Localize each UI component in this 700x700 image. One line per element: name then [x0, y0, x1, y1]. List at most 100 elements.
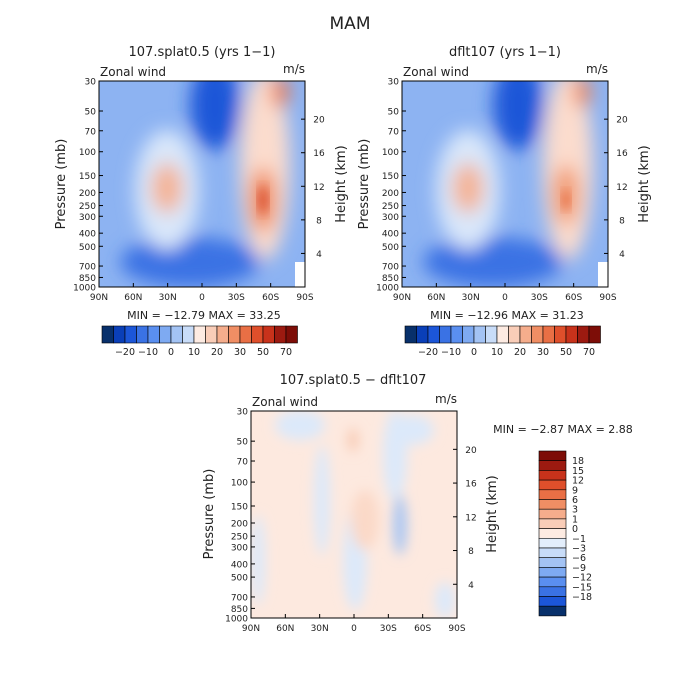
y-tick-label: 1000 — [376, 284, 399, 294]
colorbar-swatch — [262, 325, 275, 344]
colorbar-swatch — [538, 596, 567, 607]
contour-field — [99, 81, 305, 287]
y-axis-label: Pressure (mb) — [202, 469, 217, 560]
panel-difference: 107.splat0.5 − dflt107 Zonal wind m/s 30… — [202, 373, 633, 634]
y-tick-label: 30 — [388, 78, 400, 88]
x-tick-label: 30N — [159, 293, 177, 303]
x-tick-label: 90S — [599, 293, 616, 303]
y-tick-label: 850 — [79, 274, 96, 284]
jet-max — [258, 186, 268, 214]
colorbar-swatch — [538, 470, 567, 481]
colorbar-swatch — [538, 479, 567, 491]
colorbar-swatch — [416, 325, 429, 344]
variable-label: Zonal wind — [252, 395, 318, 409]
colorbar-swatch — [508, 325, 521, 344]
colorbar-swatch — [577, 325, 590, 344]
height-axis-label: Height (km) — [334, 145, 349, 222]
y-tick-label: 700 — [231, 593, 248, 603]
easterly-core — [190, 81, 240, 150]
height-tick-label: 16 — [313, 149, 325, 159]
y-tick-label: 250 — [231, 533, 248, 543]
colorbar-swatch — [538, 576, 567, 588]
colorbar-label: 6 — [572, 495, 578, 506]
x-tick-label: 60N — [124, 293, 142, 303]
missing-data-corner — [598, 262, 608, 287]
x-tick-label: 60N — [427, 293, 445, 303]
height-tick-label: 4 — [468, 581, 474, 591]
contour-field — [402, 81, 608, 287]
height-tick-label: 4 — [619, 250, 625, 260]
colorbar-label: 10 — [491, 347, 503, 358]
colorbar-swatch — [538, 499, 567, 510]
colorbar-label: −10 — [138, 347, 158, 358]
colorbar-swatch — [251, 325, 264, 344]
pos-core-2 — [351, 490, 379, 550]
y-tick-label: 200 — [231, 519, 248, 529]
units-label: m/s — [586, 62, 608, 76]
x-tick-label: 30S — [380, 624, 397, 634]
neg-strip-6 — [390, 415, 434, 445]
s-top — [271, 81, 289, 108]
colorbar-label: −10 — [441, 347, 461, 358]
y-tick-label: 30 — [237, 408, 249, 418]
neg-strip-7 — [435, 582, 455, 618]
y-tick-label: 200 — [79, 189, 96, 199]
y-tick-label: 100 — [79, 148, 96, 158]
variable-label: Zonal wind — [100, 65, 166, 79]
min-max-stats: MIN = −2.87 MAX = 2.88 — [493, 423, 633, 436]
min-max-stats: MIN = −12.79 MAX = 33.25 — [127, 309, 281, 322]
colorbar-swatch — [538, 567, 567, 578]
y-tick-label: 700 — [382, 263, 399, 273]
colorbar-label: −20 — [115, 347, 135, 358]
y-tick-label: 500 — [231, 574, 248, 584]
colorbar-label: 50 — [560, 347, 572, 358]
height-axis-label: Height (km) — [637, 145, 652, 222]
colorbar-swatch — [542, 325, 555, 344]
panel-default: dflt107 (yrs 1−1) Zonal wind m/s 30 50 70 1… — [357, 45, 652, 358]
y-tick-label: 500 — [382, 243, 399, 253]
neg-strip-3 — [314, 445, 330, 555]
colorbar-label: 30 — [234, 347, 246, 358]
colorbar-swatch — [565, 325, 578, 344]
x-tick-label: 0 — [351, 624, 357, 634]
jet-max — [562, 190, 570, 210]
colorbar-swatch — [538, 605, 567, 617]
colorbar-swatch — [404, 325, 417, 344]
x-tick-label: 60S — [262, 293, 279, 303]
height-tick-label: 12 — [465, 513, 476, 523]
y-tick-label: 700 — [79, 263, 96, 273]
colorbar-swatch — [538, 537, 567, 549]
colorbar-label: 20 — [514, 347, 526, 358]
y-tick-label: 70 — [85, 127, 97, 137]
colorbar-swatch — [538, 528, 567, 539]
height-tick-label: 20 — [616, 116, 628, 126]
colorbar-swatch — [182, 325, 195, 344]
height-ticks: 20 16 12 8 4 — [453, 446, 477, 591]
x-tick-label: 30N — [311, 624, 329, 634]
x-tick-label: 30S — [531, 293, 548, 303]
y-tick-label: 30 — [85, 78, 97, 88]
colorbar-label: 20 — [211, 347, 223, 358]
panel-title: 107.splat0.5 − dflt107 — [280, 373, 427, 388]
colorbar-swatch — [554, 325, 567, 344]
colorbar-label: −3 — [572, 544, 586, 555]
y-tick-label: 250 — [79, 202, 96, 212]
y-tick-label: 50 — [85, 108, 97, 118]
min-max-stats: MIN = −12.96 MAX = 31.23 — [430, 309, 584, 322]
panel-control: 107.splat0.5 (yrs 1−1) Zonal wind m/s 30… — [54, 45, 349, 358]
y-tick-label: 1000 — [73, 284, 96, 294]
lower-trough — [423, 237, 563, 287]
colorbar-swatch — [285, 325, 298, 344]
height-tick-label: 16 — [616, 149, 628, 159]
x-tick-label: 90S — [448, 624, 465, 634]
colorbar-swatch — [205, 325, 218, 344]
colorbar-label: −12 — [572, 573, 592, 584]
y-tick-label: 150 — [231, 503, 248, 513]
colorbar-label: 12 — [572, 476, 584, 487]
y-tick-label: 200 — [382, 189, 399, 199]
height-tick-label: 8 — [468, 547, 474, 557]
height-tick-label: 20 — [465, 446, 477, 456]
